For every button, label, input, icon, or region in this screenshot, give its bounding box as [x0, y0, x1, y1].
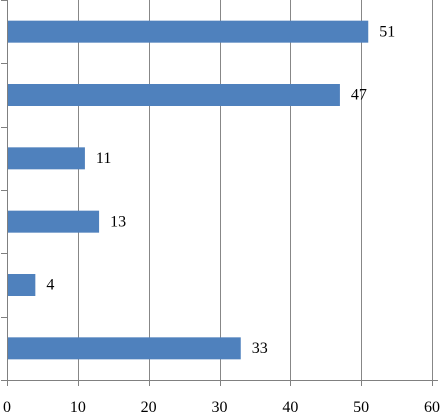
- data-label-1: 47: [351, 87, 367, 104]
- axes: [7, 0, 438, 381]
- bar-5: [7, 337, 241, 360]
- x-tick-label-0: 0: [3, 399, 11, 416]
- bars: [7, 20, 369, 360]
- bar-4: [7, 274, 36, 296]
- data-label-3: 13: [110, 213, 126, 230]
- data-labels: 51 47 11 13 4 33: [46, 23, 395, 357]
- data-label-0: 51: [379, 23, 395, 40]
- x-tick-label-1: 10: [70, 399, 86, 416]
- bar-2: [7, 147, 85, 170]
- tick-marks: [1, 0, 433, 386]
- bar-3: [7, 210, 100, 233]
- x-tick-labels: 0 10 20 30 40 50 60: [3, 399, 440, 416]
- x-tick-label-2: 20: [141, 399, 157, 416]
- gridlines: [78, 0, 433, 380]
- x-tick-label-5: 50: [353, 399, 369, 416]
- data-label-5: 33: [252, 340, 268, 357]
- x-tick-label-4: 40: [282, 399, 298, 416]
- data-label-4: 4: [46, 277, 54, 294]
- x-tick-label-6: 60: [424, 399, 440, 416]
- bar-0: [7, 20, 369, 43]
- x-tick-label-3: 30: [212, 399, 228, 416]
- data-label-2: 11: [96, 150, 111, 167]
- bar-1: [7, 84, 340, 106]
